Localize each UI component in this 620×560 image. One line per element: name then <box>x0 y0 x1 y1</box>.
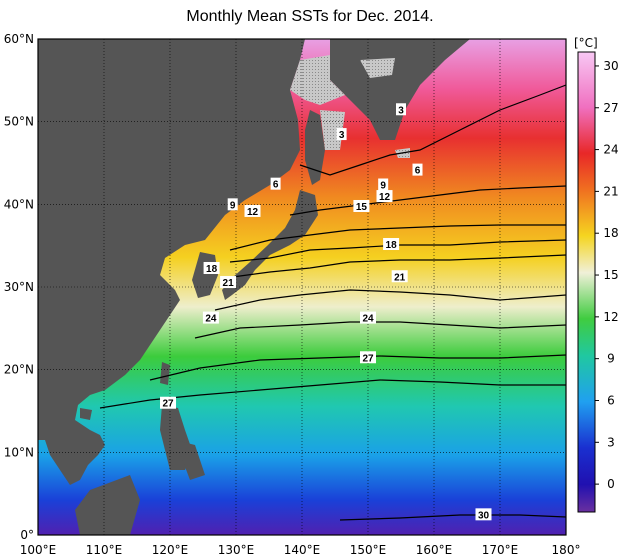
lat-tick-label: 30°N <box>4 280 34 294</box>
lon-tick-label: 130°E <box>218 543 255 557</box>
lat-tick-label: 60°N <box>4 32 34 46</box>
lat-tick-label: 0° <box>20 528 34 542</box>
isotherm-label: 12 <box>376 190 393 203</box>
map-frame <box>37 38 567 536</box>
svg-text:6: 6 <box>415 166 421 177</box>
svg-text:9: 9 <box>380 180 386 191</box>
isotherm-label: 27 <box>160 396 177 410</box>
colorbar-ticks: 0 3 6 9 12 15 18 21 24 27 30 <box>595 59 619 491</box>
lon-tick-label: 100°E <box>20 543 57 557</box>
lon-tick-label: 110°E <box>86 543 123 557</box>
isotherm-label: 15 <box>353 199 370 213</box>
lat-tick-label: 20°N <box>4 363 34 377</box>
isotherm-label: 9 <box>378 178 389 191</box>
isotherm-label: 30 <box>475 508 492 521</box>
lat-tick-label: 50°N <box>4 115 34 129</box>
svg-text:9: 9 <box>230 200 236 211</box>
isotherm-label: 27 <box>360 351 376 364</box>
latitude-axis: 0° 10°N 20°N 30°N 40°N 50°N 60°N <box>4 32 34 542</box>
lat-tick-label: 40°N <box>4 197 34 211</box>
lat-tick-label: 10°N <box>4 445 34 459</box>
lon-tick-label: 170°E <box>482 543 519 557</box>
colorbar-tick-label: 15 <box>603 268 618 282</box>
svg-text:21: 21 <box>394 272 406 283</box>
isotherm-label: 24 <box>202 311 219 325</box>
colorbar-tick-label: 30 <box>603 59 618 73</box>
colorbar: [°C] 0 3 6 9 12 15 18 21 24 27 30 <box>574 36 619 513</box>
colorbar-tick-label: 0 <box>607 477 615 491</box>
land-layer <box>38 39 470 535</box>
lon-tick-label: 140°E <box>284 543 321 557</box>
longitude-axis: 100°E 110°E 120°E 130°E 140°E 150°E 160°E 170°E… <box>20 543 581 557</box>
svg-text:6: 6 <box>273 180 279 191</box>
colorbar-tick-label: 12 <box>603 310 618 324</box>
lon-tick-label: 180° <box>552 543 581 557</box>
colorbar-tick-label: 21 <box>603 184 618 198</box>
svg-text:27: 27 <box>362 353 374 364</box>
isotherm-lines <box>99 84 566 521</box>
svg-text:24: 24 <box>205 314 217 325</box>
svg-text:24: 24 <box>362 314 374 325</box>
colorbar-unit: [°C] <box>574 36 598 50</box>
isotherm-label: 9 <box>227 198 238 211</box>
svg-text:12: 12 <box>379 192 391 203</box>
svg-text:27: 27 <box>162 399 174 410</box>
colorbar-tick-label: 24 <box>603 143 618 157</box>
colorbar-tick-label: 18 <box>603 226 618 240</box>
isotherm-label: 18 <box>203 261 220 275</box>
isotherm-label: 24 <box>360 311 376 325</box>
colorbar-tick-label: 9 <box>607 352 615 366</box>
isotherm-label: 3 <box>336 128 347 141</box>
lon-tick-label: 150°E <box>350 543 387 557</box>
colorbar-tick-label: 3 <box>607 435 615 449</box>
grid-lines <box>38 39 566 535</box>
lon-tick-label: 160°E <box>416 543 453 557</box>
svg-text:18: 18 <box>386 240 398 251</box>
isotherm-label: 18 <box>383 238 400 251</box>
isotherm-label: 21 <box>220 276 237 289</box>
svg-text:3: 3 <box>398 105 404 116</box>
isotherm-label: 21 <box>391 270 408 283</box>
colorbar-ramp <box>577 51 596 513</box>
colorbar-tick-label: 6 <box>607 393 615 407</box>
isotherm-label: 6 <box>270 177 281 191</box>
map-title: Monthly Mean SSTs for Dec. 2014. <box>186 8 434 25</box>
svg-text:18: 18 <box>206 264 218 275</box>
svg-text:3: 3 <box>339 130 345 141</box>
svg-text:15: 15 <box>356 202 368 213</box>
svg-text:12: 12 <box>247 207 259 218</box>
isotherm-label: 12 <box>244 204 261 218</box>
lon-tick-label: 120°E <box>152 543 189 557</box>
isotherm-label: 3 <box>396 103 406 116</box>
isotherm-label: 6 <box>412 163 423 177</box>
colorbar-tick-label: 27 <box>603 101 618 115</box>
svg-text:30: 30 <box>478 510 490 521</box>
svg-text:21: 21 <box>223 278 235 289</box>
